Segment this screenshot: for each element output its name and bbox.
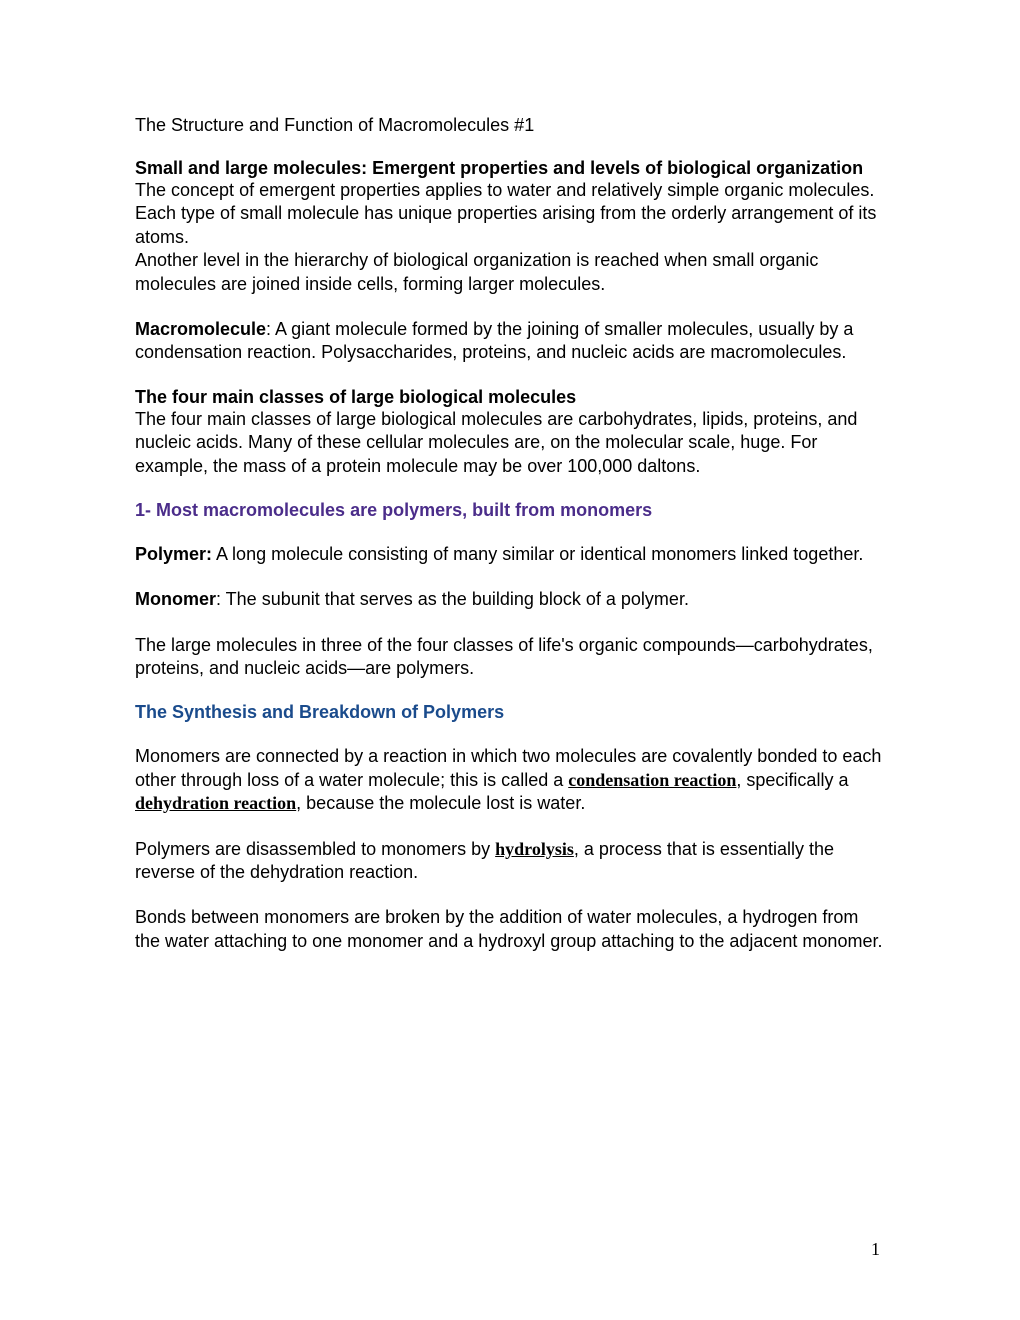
bonds-para: Bonds between monomers are broken by the…: [135, 906, 885, 953]
polymer-body: A long molecule consisting of many simil…: [212, 544, 863, 564]
section-3-heading: 1- Most macromolecules are polymers, bui…: [135, 500, 885, 521]
synthesis-para: Monomers are connected by a reaction in …: [135, 745, 885, 815]
section-2: The four main classes of large biologica…: [135, 387, 885, 478]
monomer-term: Monomer: [135, 589, 216, 609]
monomer-definition: Monomer: The subunit that serves as the …: [135, 588, 885, 611]
hydrolysis-term: hydrolysis: [495, 839, 574, 859]
section-1-para-1: The concept of emergent properties appli…: [135, 179, 885, 202]
condensation-term: condensation reaction: [568, 770, 736, 790]
monomer-body: : The subunit that serves as the buildin…: [216, 589, 689, 609]
hydrolysis-para: Polymers are disassembled to monomers by…: [135, 838, 885, 885]
page-number: 1: [871, 1239, 880, 1260]
section-4-heading: The Synthesis and Breakdown of Polymers: [135, 702, 885, 723]
document-page: The Structure and Function of Macromolec…: [0, 0, 1020, 1320]
polymer-term: Polymer:: [135, 544, 212, 564]
section-1: Small and large molecules: Emergent prop…: [135, 158, 885, 296]
section-1-heading: Small and large molecules: Emergent prop…: [135, 158, 885, 179]
dehydration-term: dehydration reaction: [135, 793, 296, 813]
document-title: The Structure and Function of Macromolec…: [135, 115, 885, 136]
macromolecule-term: Macromolecule: [135, 319, 266, 339]
polymer-definition: Polymer: A long molecule consisting of m…: [135, 543, 885, 566]
section-2-heading: The four main classes of large biologica…: [135, 387, 885, 408]
hydrolysis-pre: Polymers are disassembled to monomers by: [135, 839, 495, 859]
synthesis-mid: , specifically a: [736, 770, 848, 790]
large-molecules-para: The large molecules in three of the four…: [135, 634, 885, 681]
synthesis-post: , because the molecule lost is water.: [296, 793, 585, 813]
section-2-body: The four main classes of large biologica…: [135, 408, 885, 478]
macromolecule-definition: Macromolecule: A giant molecule formed b…: [135, 318, 885, 365]
section-1-para-2: Each type of small molecule has unique p…: [135, 202, 885, 249]
section-1-para-3: Another level in the hierarchy of biolog…: [135, 249, 885, 296]
